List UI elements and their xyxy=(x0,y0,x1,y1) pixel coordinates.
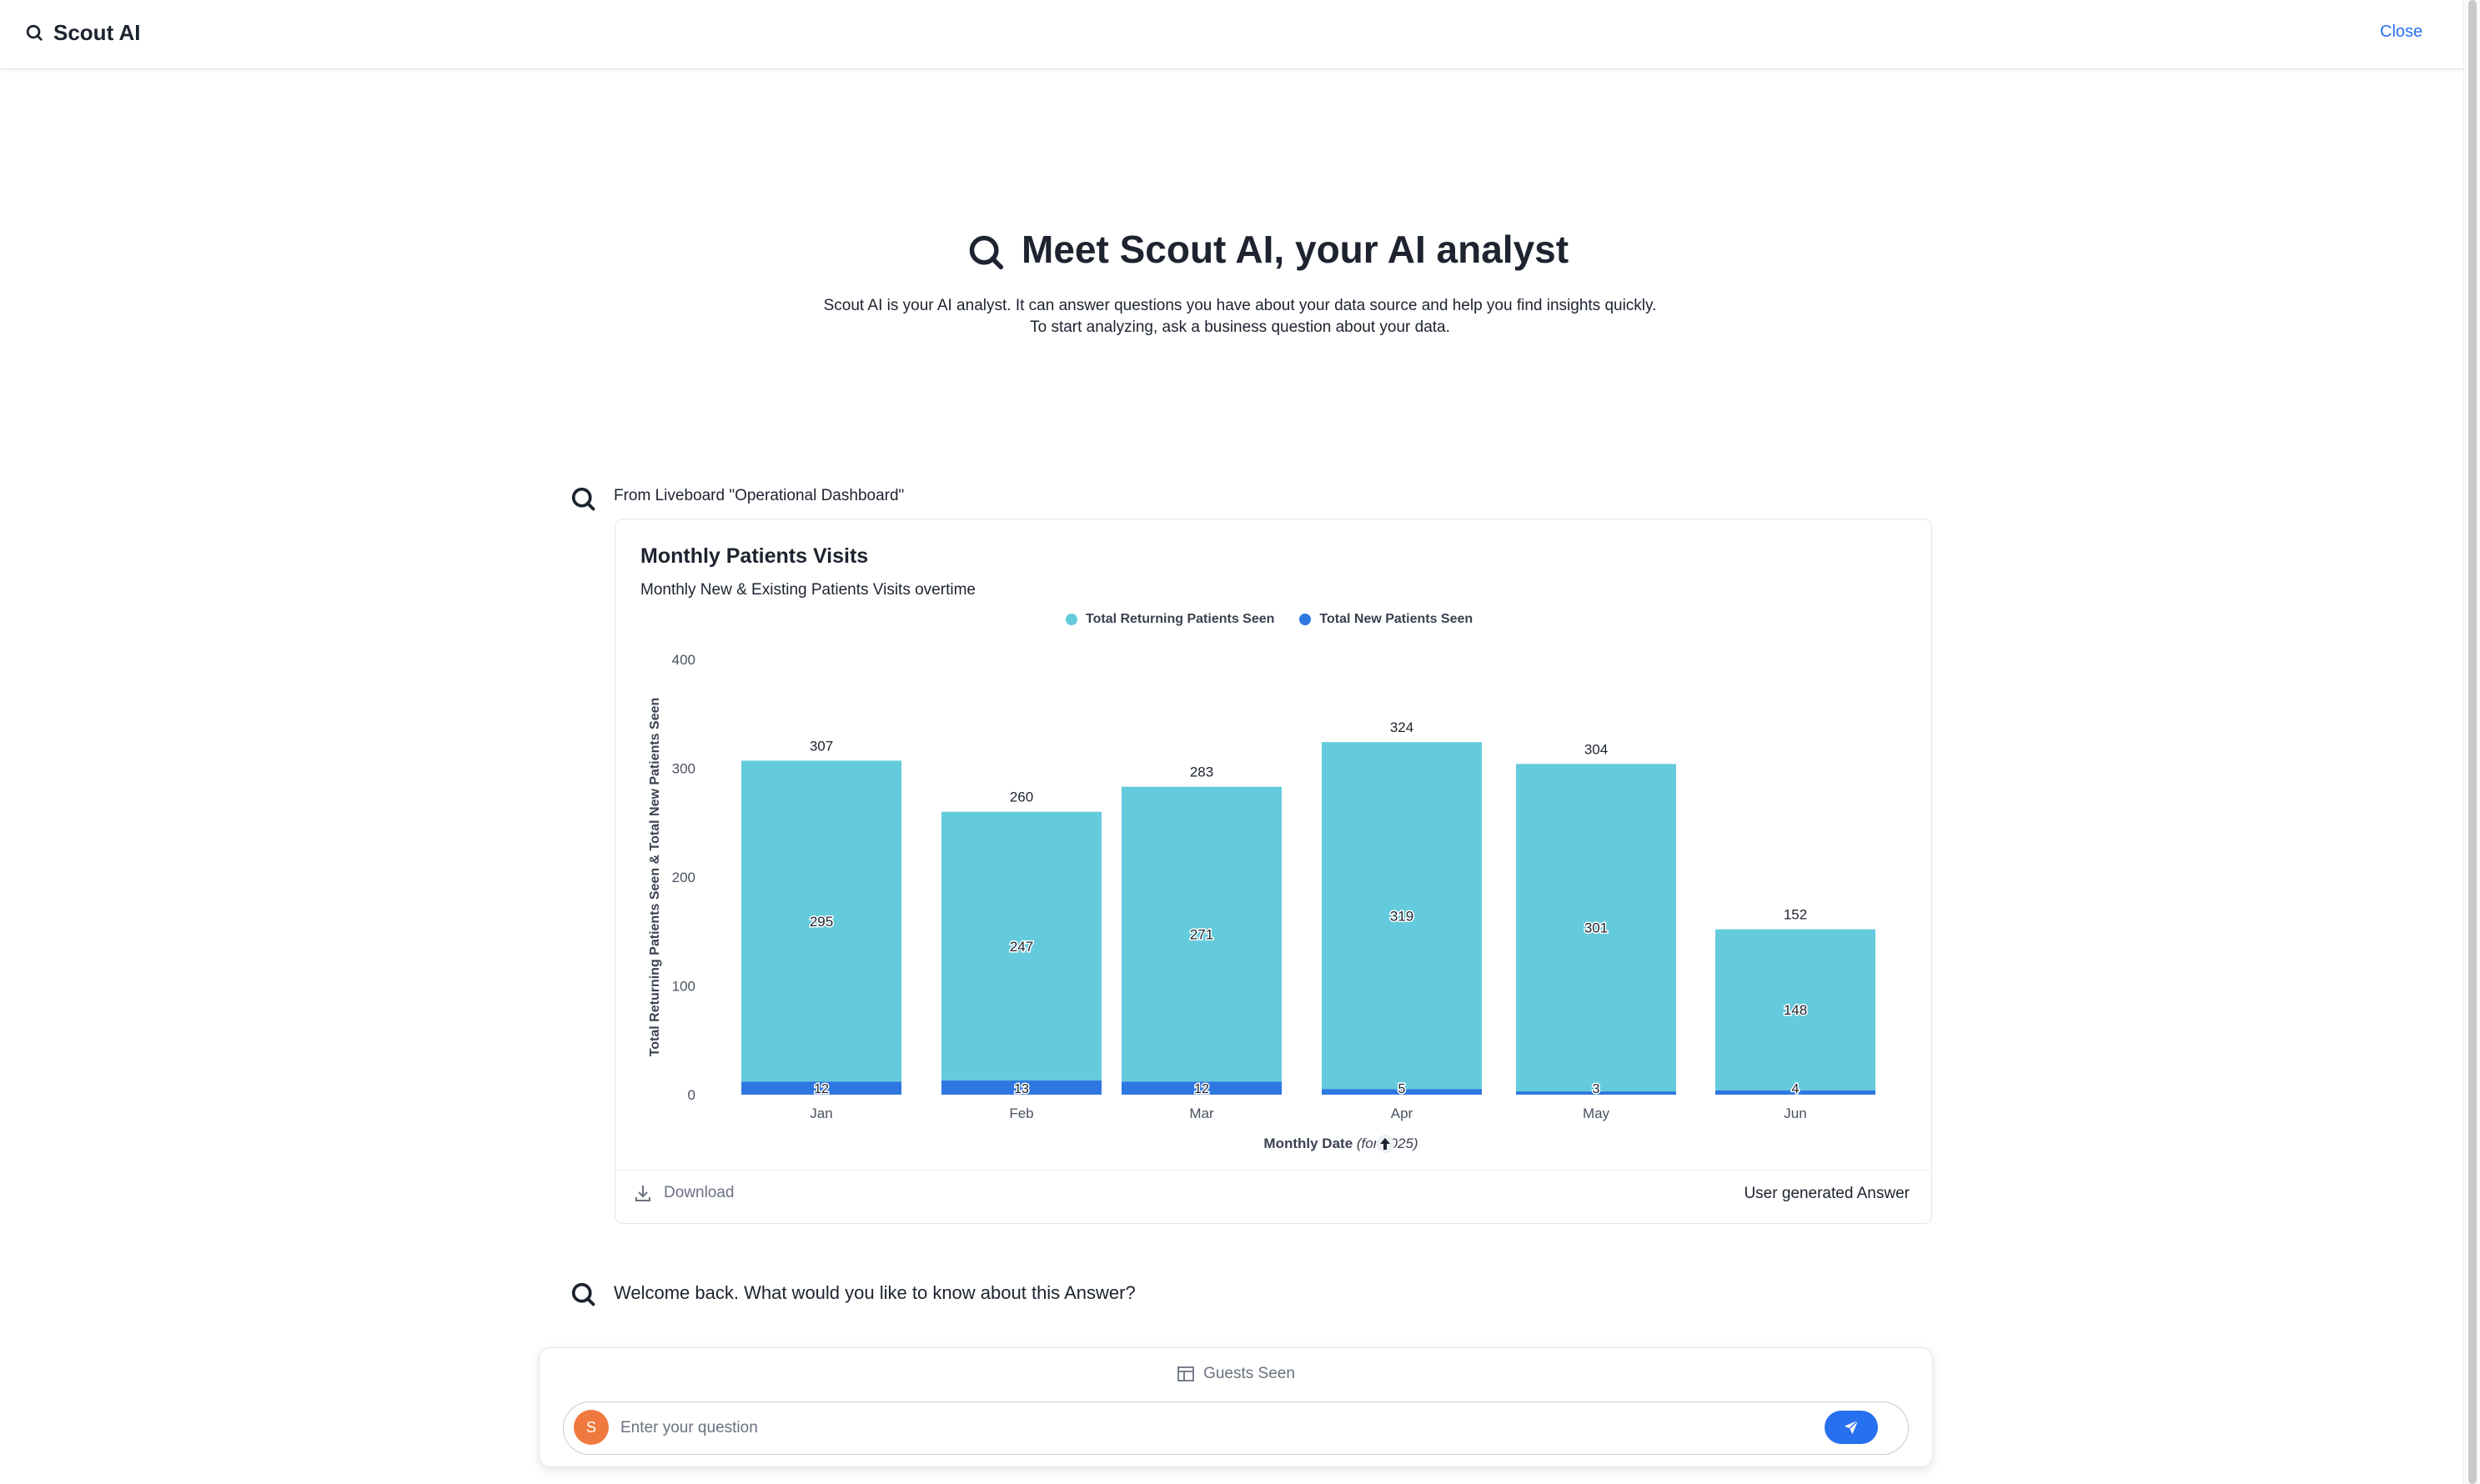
user-generated-label: User generated Answer xyxy=(1744,1185,1910,1202)
hero-title: Meet Scout AI, your AI analyst xyxy=(1022,228,1569,271)
bar-total-label: 304 xyxy=(1584,741,1608,757)
bar-returning-may xyxy=(1516,764,1676,1092)
bar-new-value-label: 13 xyxy=(1014,1082,1029,1096)
source-message: From Liveboard "Operational Dashboard" xyxy=(614,487,905,504)
send-icon xyxy=(1844,1420,1859,1435)
bar-new-may xyxy=(1516,1091,1676,1095)
bar-returning-apr xyxy=(1322,742,1482,1090)
app-title: Scout AI xyxy=(53,20,141,45)
scout-logo-icon xyxy=(26,24,43,41)
bar-new-feb xyxy=(941,1080,1102,1095)
x-tick-label: Apr xyxy=(1391,1105,1413,1121)
data-source-chip[interactable]: Guests Seen xyxy=(540,1365,1932,1383)
chart-title: Monthly Patients Visits xyxy=(640,544,869,568)
card-divider xyxy=(615,1170,1931,1171)
bar-returning-feb xyxy=(941,811,1102,1081)
legend-dot-returning xyxy=(1066,614,1077,625)
bar-returning-jan xyxy=(741,760,901,1082)
close-button[interactable]: Close xyxy=(2380,23,2423,41)
table-icon xyxy=(1177,1366,1194,1381)
bar-returning-value-label: 271 xyxy=(1190,927,1213,943)
hero-description-line-1: Scout AI is your AI analyst. It can answ… xyxy=(823,297,1657,314)
x-axis-title: Monthly Date (for 2025) xyxy=(1263,1136,1418,1151)
scrollbar[interactable] xyxy=(2463,0,2480,1484)
x-tick-label: Mar xyxy=(1189,1105,1214,1121)
hero-description-line-2: To start analyzing, ask a business quest… xyxy=(1030,318,1450,336)
download-button[interactable]: Download xyxy=(634,1183,735,1203)
question-input-box[interactable]: S xyxy=(563,1401,1909,1455)
x-tick-label: Jun xyxy=(1784,1105,1806,1121)
user-avatar: S xyxy=(574,1410,609,1445)
bar-new-value-label: 4 xyxy=(1792,1082,1800,1096)
question-input[interactable] xyxy=(619,1412,1806,1444)
y-tick-label: 0 xyxy=(688,1087,695,1103)
send-button[interactable] xyxy=(1825,1411,1878,1444)
answer-card: Monthly Patients Visits Monthly New & Ex… xyxy=(615,519,1932,1224)
welcome-message: Welcome back. What would you like to kno… xyxy=(614,1282,1136,1303)
bar-total-label: 260 xyxy=(1010,790,1033,805)
legend-dot-new xyxy=(1299,614,1312,625)
bar-new-value-label: 3 xyxy=(1593,1082,1600,1096)
legend-item-new[interactable]: Total New Patients Seen xyxy=(1299,612,1473,627)
hero-description: Scout AI is your AI analyst. It can answ… xyxy=(0,295,2480,338)
sort-arrow-up-icon xyxy=(1380,1138,1390,1150)
bar-new-value-label: 5 xyxy=(1398,1082,1406,1096)
x-tick-label: Jan xyxy=(810,1105,832,1121)
bar-returning-value-label: 319 xyxy=(1390,908,1413,924)
scout-message-icon xyxy=(571,487,595,511)
y-tick-label: 400 xyxy=(672,652,695,668)
y-axis-title: Total Returning Patients Seen & Total Ne… xyxy=(648,698,662,1057)
scout-hero-icon xyxy=(969,235,1004,270)
scout-welcome-icon xyxy=(571,1282,595,1306)
x-tick-label: Feb xyxy=(1009,1105,1033,1121)
bar-returning-value-label: 247 xyxy=(1010,939,1033,955)
bar-total-label: 152 xyxy=(1784,907,1807,923)
bar-new-jun xyxy=(1715,1090,1875,1095)
bar-returning-value-label: 301 xyxy=(1584,920,1608,936)
chart-legend: Total Returning Patients Seen Total New … xyxy=(1066,609,1473,629)
y-tick-label: 200 xyxy=(672,870,695,885)
bar-new-jan xyxy=(741,1081,901,1095)
bar-total-label: 324 xyxy=(1390,719,1413,735)
data-source-label: Guests Seen xyxy=(1203,1365,1295,1382)
top-bar: Scout AI Close xyxy=(0,0,2480,69)
stacked-bar-chart: 0 100 200 300 400 Total Returning Patients Se… xyxy=(648,652,1875,1153)
x-tick-label: May xyxy=(1583,1105,1610,1121)
bar-returning-jun xyxy=(1715,929,1875,1090)
legend-item-returning[interactable]: Total Returning Patients Seen xyxy=(1066,612,1274,627)
y-tick-label: 100 xyxy=(672,979,695,995)
chart-subtitle: Monthly New & Existing Patients Visits o… xyxy=(640,581,976,599)
download-icon xyxy=(635,1186,650,1201)
bar-returning-value-label: 295 xyxy=(810,914,833,930)
scrollbar-thumb[interactable] xyxy=(2468,0,2477,1484)
legend-label-new: Total New Patients Seen xyxy=(1319,612,1473,626)
bar-total-label: 307 xyxy=(810,738,833,754)
question-panel: Guests Seen S xyxy=(539,1347,1933,1467)
bar-total-label: 283 xyxy=(1190,765,1213,780)
bar-returning-value-label: 148 xyxy=(1784,1002,1807,1018)
y-tick-label: 300 xyxy=(672,761,695,777)
download-label: Download xyxy=(664,1184,735,1201)
bar-new-apr xyxy=(1322,1089,1482,1095)
bar-new-value-label: 12 xyxy=(1194,1082,1209,1096)
bar-returning-mar xyxy=(1122,786,1282,1082)
bar-new-mar xyxy=(1122,1081,1282,1095)
bar-new-value-label: 12 xyxy=(814,1082,829,1096)
legend-label-returning: Total Returning Patients Seen xyxy=(1086,612,1275,626)
